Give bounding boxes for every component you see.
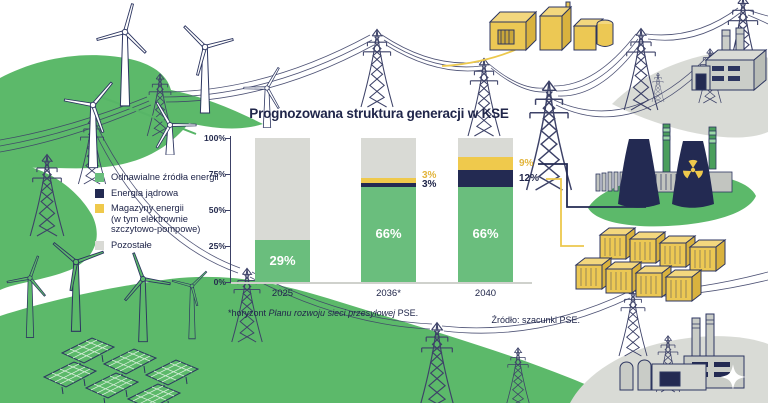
y-axis-tick-mark [225,282,230,283]
bar-segment-1-2 [361,178,416,183]
connector-nuclear [538,163,646,208]
bar-segment-2-3 [458,138,513,157]
connector-storage [546,178,584,247]
pumped-storage-facility-illustration [488,1,614,52]
bar-segment-1-3 [361,138,416,179]
radiation-icon [682,159,704,179]
bar-segment-0-0 [255,240,310,282]
x-axis-category-label: 2036* [376,288,401,299]
bar-segment-2-2 [458,156,513,170]
connector-storage-top [441,48,518,67]
x-axis-category-label: 2040 [474,288,497,299]
source-note: Źródło: szacunki PSE. [491,315,580,325]
chart-legend: Odnawialne źródła energii Energia jądrow… [95,172,219,255]
y-axis-tick-label: 100% [204,133,226,143]
legend-item-renewables: Odnawialne źródła energii [95,172,219,183]
bar-value-label: 66% [375,226,402,242]
x-axis-baseline [231,282,532,284]
bar-segment-2-1 [458,169,513,187]
y-axis-tick-mark [225,138,230,139]
y-axis-tick-mark [225,174,230,175]
segment-percent-label: 12% [519,172,540,184]
green-landmass-left-tongue [0,162,97,290]
segment-percent-label: 3% [422,170,437,182]
bar-segment-0-3 [255,138,310,241]
legend-swatch-other [95,240,104,250]
legend-label: Energia jądrowa [111,187,179,198]
pylon-icon [618,287,648,357]
y-axis-tick-label: 25% [208,241,226,251]
connector-renewables [94,94,197,135]
y-axis-tick-label: 0% [213,277,226,287]
footnote: *horyzont Planu rozwoju sieci przesyłowe… [228,308,419,318]
segment-percent-label: 3% [422,179,437,191]
segment-percent-label: 9% [519,157,534,169]
legend-label: Pozostałe [111,239,152,250]
y-axis-tick-label: 75% [208,169,226,179]
legend-label: Magazyny energii (w tym elektrownie szcz… [111,203,201,234]
legend-item-nuclear: Energia jądrowa [95,188,219,199]
legend-swatch-storage [95,204,104,213]
legend-item-storage: Magazyny energii (w tym elektrownie szcz… [95,203,219,235]
legend-swatch-renewables [95,173,104,182]
bar-segment-1-1 [361,182,416,187]
y-axis-tick-mark [225,246,230,247]
x-axis-category-label: 2025 [271,288,294,299]
factory-illustration-top-right [691,27,768,92]
y-axis-tick-label: 50% [208,205,226,215]
y-axis-tick-mark [225,210,230,211]
nuclear-plant-illustration [588,123,756,227]
bar-segment-2-0 [458,186,513,282]
legend-item-other: Pozostałe [95,240,219,251]
bar-segment-1-0 [361,186,416,282]
y-axis-line [230,136,231,283]
legend-swatch-nuclear [95,188,104,198]
bar-value-label: 66% [472,226,499,242]
legend-label: Odnawialne źródła energii [111,172,219,182]
bar-value-label: 29% [269,253,296,269]
pylon-icon [467,57,501,137]
pylon-icon [360,28,394,108]
chart-title: Prognozowana struktura generacji w KSE [249,106,509,121]
battery-storage-illustration [575,227,726,302]
